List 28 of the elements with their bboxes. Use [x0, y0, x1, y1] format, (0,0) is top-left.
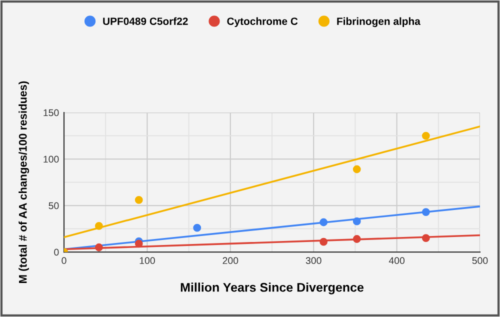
y-tick-label: 0 [54, 248, 59, 256]
y-tick-label: 50 [48, 202, 59, 210]
point [352, 235, 361, 243]
point [94, 243, 103, 252]
point [94, 222, 103, 230]
point [352, 165, 361, 174]
point [422, 234, 430, 242]
point [320, 218, 328, 226]
y-axis-title: M (total # of AA changes/100 residues) [18, 81, 30, 283]
point [134, 240, 143, 248]
point [422, 208, 430, 216]
point [352, 217, 361, 226]
legend-label: Fibrinogen alpha [337, 17, 420, 28]
y-tick-label: 150 [44, 109, 59, 116]
point [422, 132, 430, 140]
legend-label: UPF0489 C5orf22 [103, 17, 188, 25]
point [134, 196, 143, 204]
point [193, 224, 202, 232]
x-axis-title: Million Years Since Divergence [180, 282, 364, 294]
y-tick-label: 100 [44, 156, 59, 163]
x-tick-label: 200 [222, 257, 238, 264]
x-tick-label: 300 [306, 257, 322, 264]
x-tick-label: 500 [472, 257, 488, 264]
x-tick-label: 400 [388, 257, 405, 264]
x-tick-label: 0 [62, 257, 66, 264]
x-tick-label: 100 [140, 257, 155, 264]
legend-label: Cytochrome C [227, 17, 298, 28]
point [320, 238, 328, 246]
